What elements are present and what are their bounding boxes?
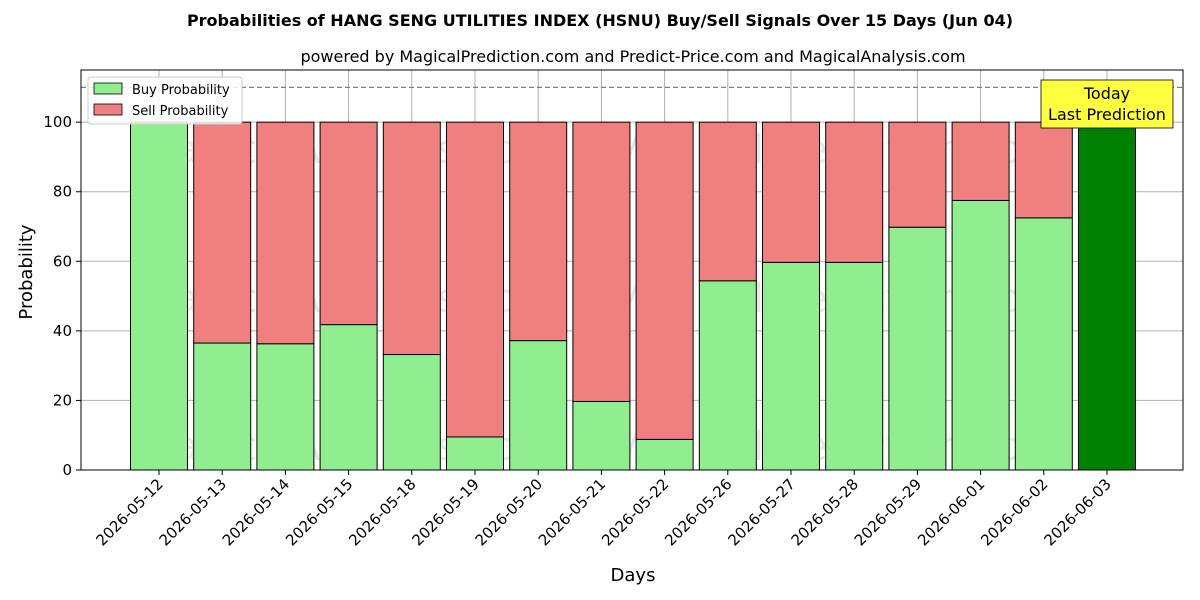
x-tick-label: 2026-05-19	[408, 475, 482, 549]
y-tick-label: 40	[53, 322, 72, 340]
legend: Buy Probability Sell Probability	[87, 76, 243, 125]
chart-title: Probabilities of HANG SENG UTILITIES IND…	[187, 11, 1013, 30]
bar-sell	[698, 121, 757, 282]
bar-buy	[1014, 217, 1073, 471]
bar-buy	[256, 343, 315, 471]
bar-buy	[698, 280, 757, 471]
plot-frame	[80, 69, 1184, 471]
legend-swatch-buy	[93, 82, 123, 95]
chart-subtitle: powered by MagicalPrediction.com and Pre…	[300, 47, 965, 66]
bar-buy	[446, 436, 504, 471]
bar-sell	[951, 121, 1010, 201]
bar-sell	[825, 121, 884, 263]
bar-buy	[888, 226, 947, 471]
legend-box	[87, 76, 243, 125]
legend-label-buy: Buy Probability	[132, 83, 230, 98]
bar-buy	[1078, 121, 1136, 471]
bar-sell	[509, 121, 568, 342]
bar-buy	[319, 324, 378, 471]
y-tick-label: 80	[53, 183, 72, 201]
y-tick-label: 20	[53, 391, 72, 409]
bar-sell	[256, 121, 315, 345]
x-tick-label: 2026-06-03	[1040, 475, 1114, 549]
bar-buy	[825, 261, 884, 471]
bar-sell	[572, 121, 631, 402]
x-tick-label: 2026-05-29	[851, 475, 925, 549]
bar-sell	[193, 121, 252, 344]
x-tick-label: 2026-05-26	[661, 475, 735, 549]
bar-sell	[382, 121, 441, 356]
bar-buy	[762, 261, 820, 471]
bar-buy	[572, 400, 631, 471]
bars	[130, 121, 1136, 471]
x-tick-label: 2026-05-21	[535, 475, 609, 549]
annotation-line-1: Today	[1083, 84, 1130, 103]
x-tick-label: 2026-05-13	[156, 475, 230, 549]
bar-buy	[951, 199, 1010, 471]
today-annotation: Today Last Prediction	[1040, 79, 1174, 129]
bar-sell	[762, 121, 820, 263]
legend-label-sell: Sell Probability	[132, 104, 229, 119]
annotation-box	[1040, 79, 1174, 129]
annotation-line-2: Last Prediction	[1048, 105, 1166, 124]
x-tick-label: 2026-05-18	[345, 475, 419, 549]
y-tick-label: 60	[53, 252, 72, 270]
bar-sell	[635, 121, 694, 440]
bar-sell	[319, 121, 378, 326]
x-tick-label: 2026-06-02	[977, 475, 1051, 549]
bar-buy	[635, 438, 694, 471]
bar-sell	[888, 121, 947, 228]
x-tick-label: 2026-05-14	[219, 475, 293, 549]
x-tick-label: 2026-05-22	[598, 475, 672, 549]
x-tick-label: 2026-05-12	[92, 475, 166, 549]
y-tick-label: 0	[62, 461, 72, 479]
y-axis-title: Probability	[16, 224, 37, 319]
y-tick-label: 100	[43, 113, 72, 131]
bar-sell	[446, 121, 504, 438]
x-tick-label: 2026-05-15	[282, 475, 356, 549]
bar-buy	[193, 342, 252, 471]
x-tick-label: 2026-05-28	[788, 475, 862, 549]
x-axis-title: Days	[611, 565, 656, 586]
legend-swatch-sell	[93, 103, 123, 116]
y-axis-ticks: 0 20 40 60 80 100	[43, 113, 81, 479]
bar-buy	[382, 354, 441, 471]
x-tick-label: 2026-06-01	[914, 475, 988, 549]
x-tick-label: 2026-05-27	[724, 475, 798, 549]
bar-buy	[509, 340, 568, 471]
bar-sell	[1014, 121, 1073, 219]
x-axis-ticks: 2026-05-122026-05-132026-05-142026-05-15…	[92, 470, 1115, 549]
x-tick-label: 2026-05-20	[472, 475, 546, 549]
bar-buy	[130, 121, 188, 471]
